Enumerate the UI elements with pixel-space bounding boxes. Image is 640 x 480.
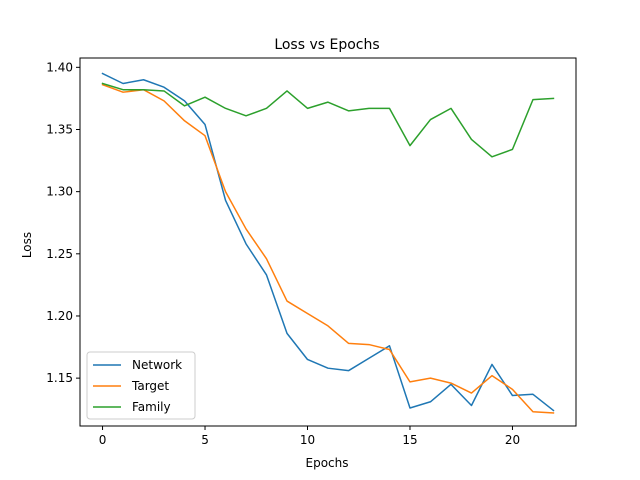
y-tick-label: 1.40 (46, 60, 73, 74)
x-axis-label: Epochs (306, 456, 349, 470)
legend-label-target: Target (131, 379, 169, 393)
plot-frame (79, 57, 577, 427)
ticks-layer: 0 5 10 15 20 1.15 1.20 1.25 1.30 1.35 1.40 (46, 60, 520, 447)
x-tick-label: 0 (99, 433, 107, 447)
series-line-target (101, 83, 555, 414)
x-tick-label: 15 (402, 433, 417, 447)
y-tick-label: 1.20 (46, 309, 73, 323)
legend-items: Network Target Family (93, 358, 182, 414)
chart-title: Loss vs Epochs (274, 37, 379, 53)
legend-label-family: Family (132, 400, 171, 414)
x-tick-label: 20 (505, 433, 520, 447)
legend-box (86, 351, 196, 420)
series-line-family (101, 82, 555, 158)
y-tick-label: 1.15 (46, 371, 73, 385)
x-tick-label: 10 (300, 433, 315, 447)
y-tick-label: 1.25 (46, 247, 73, 261)
y-tick-label: 1.35 (46, 122, 73, 136)
y-axis-label: Loss (20, 232, 34, 258)
legend-label-network: Network (132, 358, 182, 372)
legend: Network Target Family (86, 351, 196, 420)
y-tick-label: 1.30 (46, 185, 73, 199)
x-tick-label: 5 (201, 433, 209, 447)
series-line-network (101, 72, 555, 412)
plot-lines (101, 72, 555, 414)
